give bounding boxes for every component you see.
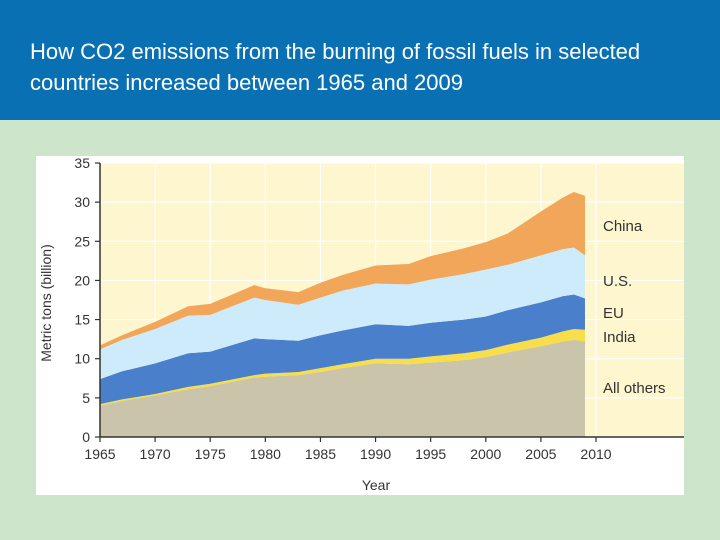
x-tick-label-1965: 1965 <box>84 446 115 462</box>
y-tick-label-15: 15 <box>74 312 90 328</box>
title-banner: How CO2 emissions from the burning of fo… <box>0 0 720 120</box>
x-axis-label: Year <box>362 477 391 493</box>
y-tick-label-25: 25 <box>74 233 90 249</box>
y-axis-label: Metric tons (billion) <box>38 244 54 361</box>
y-tick-label-0: 0 <box>82 429 90 445</box>
x-tick-label-2000: 2000 <box>470 446 501 462</box>
area-eu <box>100 294 585 405</box>
x-tick-label-2010: 2010 <box>580 446 611 462</box>
y-tick-label-20: 20 <box>74 272 90 288</box>
stacked-area-chart: 0 5 10 15 20 25 30 35 1965 1970 1975 1980 1985 1990 19… <box>38 156 684 493</box>
axes <box>95 162 684 442</box>
legend-all-others: All others <box>603 380 666 397</box>
tick-labels: 0 5 10 15 20 25 30 35 1965 1970 1975 1980 1985 1990 19… <box>74 156 611 462</box>
x-tick-label-1995: 1995 <box>415 446 446 462</box>
area-u-s <box>100 247 585 380</box>
x-tick-label-2005: 2005 <box>525 446 556 462</box>
slide-title: How CO2 emissions from the burning of fo… <box>30 39 641 95</box>
legend-u-s: U.S. <box>603 273 632 290</box>
chart-panel: 0 5 10 15 20 25 30 35 1965 1970 1975 1980 1985 1990 19… <box>36 156 684 495</box>
legend-china: China <box>603 218 643 235</box>
area-all-others <box>100 339 585 437</box>
y-tick-label-10: 10 <box>74 351 90 367</box>
x-tick-label-1970: 1970 <box>140 446 171 462</box>
area-series <box>100 191 585 437</box>
x-tick-label-1990: 1990 <box>360 446 391 462</box>
y-tick-label-30: 30 <box>74 194 90 210</box>
legend: All others India EU U.S. China <box>603 218 666 397</box>
legend-eu: EU <box>603 305 624 322</box>
x-tick-label-1980: 1980 <box>250 446 281 462</box>
area-china <box>100 191 585 350</box>
area-india <box>100 328 585 406</box>
y-tick-label-5: 5 <box>82 390 90 406</box>
x-tick-label-1985: 1985 <box>305 446 336 462</box>
y-tick-label-35: 35 <box>74 156 90 171</box>
x-tick-label-1975: 1975 <box>195 446 226 462</box>
legend-india: India <box>603 329 636 346</box>
